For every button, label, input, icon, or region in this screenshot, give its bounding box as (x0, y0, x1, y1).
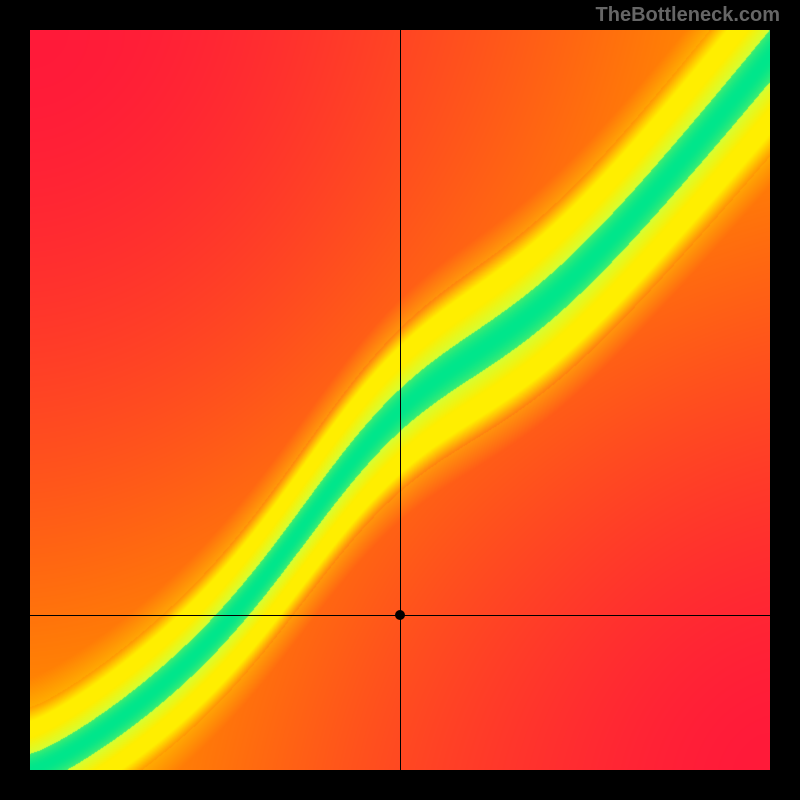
watermark-text: TheBottleneck.com (596, 4, 780, 27)
crosshair-vertical (400, 30, 401, 770)
heatmap-plot (30, 30, 770, 770)
chart-container: TheBottleneck.com (0, 0, 800, 800)
marker-point (395, 610, 405, 620)
